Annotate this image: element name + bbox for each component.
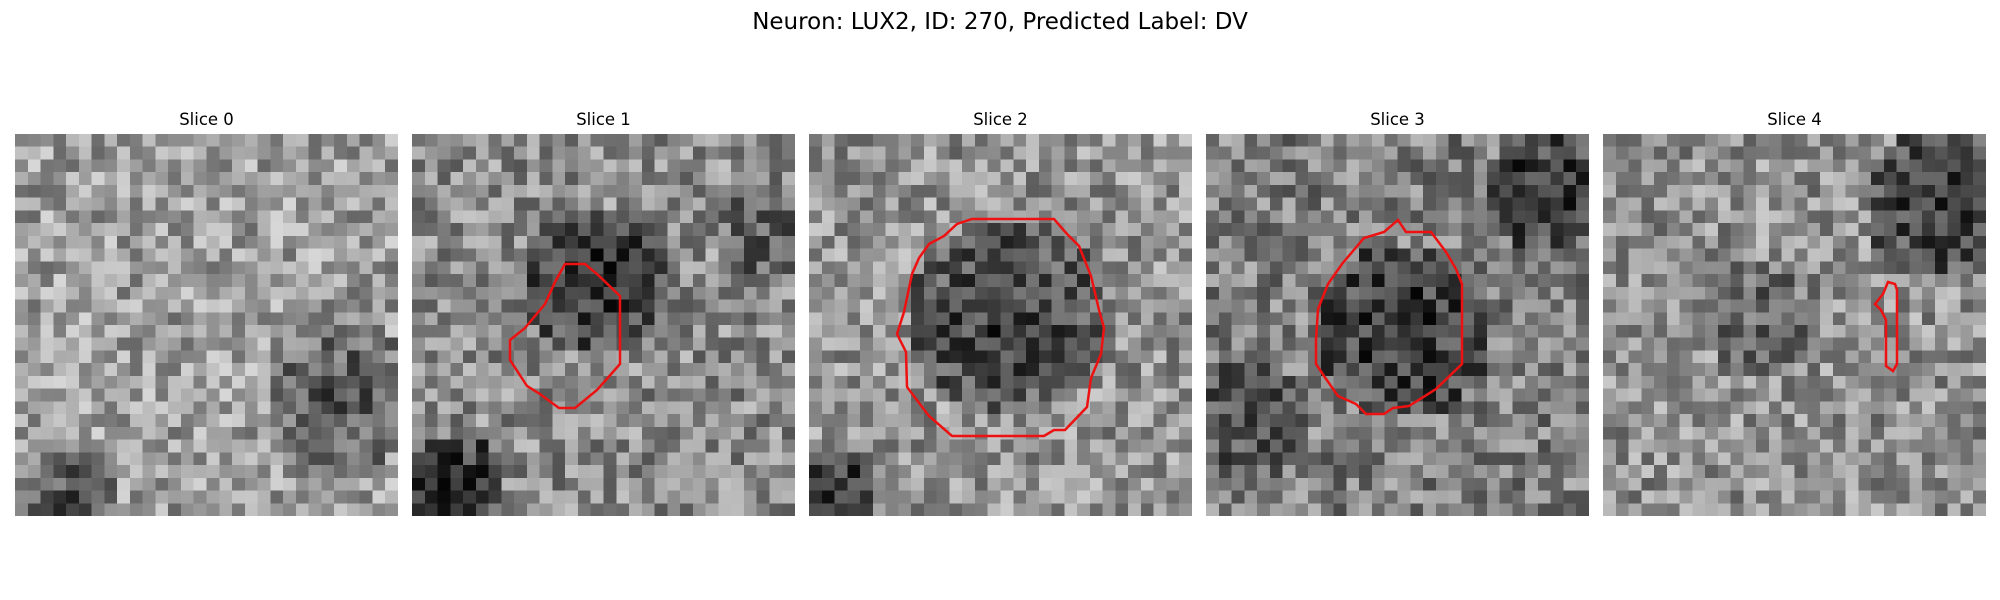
slice-image [1603,134,1986,516]
microscopy-pixels [15,134,398,516]
roi-contour [1314,218,1464,416]
slice-panel-2: Slice 2 [809,108,1192,516]
slice-image [412,134,795,516]
roi-contour [508,262,622,410]
slice-title: Slice 4 [1767,110,1822,129]
microscopy-pixels [412,134,795,516]
slice-panel-4: Slice 4 [1603,108,1986,516]
slice-title: Slice 3 [1370,110,1425,129]
roi-contour-layer [1314,218,1464,416]
roi-contour [895,217,1106,438]
slice-image [809,134,1192,516]
roi-contour-layer [895,217,1106,438]
figure-title: Neuron: LUX2, ID: 270, Predicted Label: … [752,9,1248,35]
slice-title: Slice 2 [973,110,1028,129]
slice-panel-0: Slice 0 [15,108,398,516]
roi-contour-layer [15,134,398,516]
slice-title: Slice 0 [179,110,234,129]
microscopy-pixels [1206,134,1589,516]
microscopy-pixels [809,134,1192,516]
roi-contour [1873,280,1899,373]
microscopy-pixels [1603,134,1986,516]
slice-panel-1: Slice 1 [412,108,795,516]
roi-contour-layer [1873,280,1899,373]
slice-image [15,134,398,516]
slice-image [1206,134,1589,516]
slice-title: Slice 1 [576,110,631,129]
slice-panel-3: Slice 3 [1206,108,1589,516]
roi-contour-layer [508,262,622,410]
